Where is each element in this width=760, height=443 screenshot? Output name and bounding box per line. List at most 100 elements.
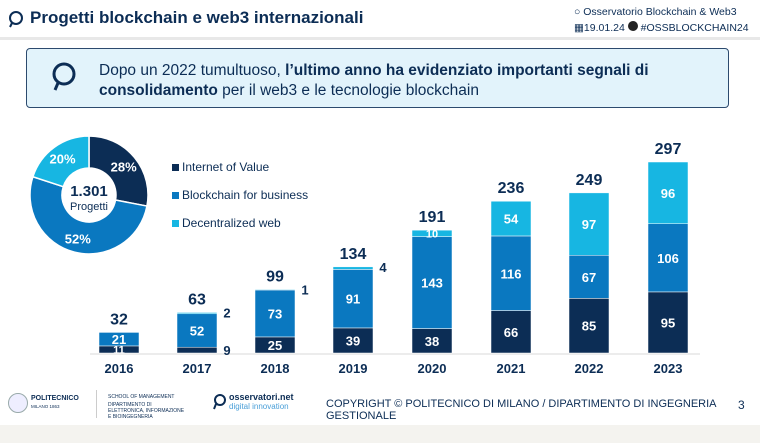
donut-slice-label: 52% xyxy=(65,232,91,247)
bar-value-label: 106 xyxy=(657,251,679,266)
bar-total-label: 99 xyxy=(266,268,284,285)
bar-value-label: 54 xyxy=(504,212,519,227)
bar-value-label: 1 xyxy=(301,282,308,297)
hashtag: #OSSBLOCKCHAIN24 xyxy=(640,22,749,34)
key-message-banner: Dopo un 2022 tumultuoso, l’ultimo anno h… xyxy=(26,48,729,108)
bar-segment xyxy=(647,161,689,224)
bar-value-label: 91 xyxy=(346,292,360,307)
bar-segment xyxy=(411,328,453,354)
bar-value-label: 67 xyxy=(582,270,596,285)
bar-value-label: 95 xyxy=(661,315,675,330)
bar-total-label: 297 xyxy=(655,141,682,158)
bar-segment xyxy=(176,346,218,354)
bar-total-label: 236 xyxy=(498,180,525,197)
legend-label: Blockchain for business xyxy=(182,188,309,202)
bar-value-label: 2 xyxy=(223,305,230,320)
bar-segment xyxy=(647,291,689,354)
bar-segment xyxy=(254,289,296,291)
bar-segment xyxy=(176,312,218,315)
legend-label: Decentralized web xyxy=(182,216,281,230)
x-logo-icon xyxy=(627,21,638,31)
donut-slice xyxy=(29,175,148,255)
bar-value-label: 52 xyxy=(190,323,204,338)
calendar-icon: ▦ xyxy=(574,22,584,34)
x-tick-label: 2019 xyxy=(339,361,368,376)
bar-segment xyxy=(568,298,610,354)
footer: POLITECNICO MILANO 1863 SCHOOL OF MANAGE… xyxy=(0,380,760,425)
legend-internet-of-value: Internet of Value xyxy=(172,160,269,174)
banner-text-2: per il web3 e le tecnologie blockchain xyxy=(217,82,479,99)
bar-value-label: 21 xyxy=(112,332,126,347)
legend-swatch xyxy=(172,192,179,199)
bar-total-label: 32 xyxy=(110,311,128,328)
politecnico-seal-logo xyxy=(8,393,28,413)
x-tick-label: 2023 xyxy=(654,361,683,376)
bar-value-label: 73 xyxy=(268,306,282,321)
bar-segment xyxy=(568,192,610,256)
banner-text-bold: l’ultimo anno ha evidenziato importanti … xyxy=(99,62,649,99)
bar-value-label: 66 xyxy=(504,325,518,340)
bar-segment xyxy=(411,229,453,237)
bar-segment xyxy=(411,236,453,329)
page-number: 3 xyxy=(738,398,745,412)
header: Progetti blockchain e web3 internazional… xyxy=(0,0,760,40)
bar-value-label: 39 xyxy=(346,333,360,348)
x-tick-label: 2017 xyxy=(183,361,212,376)
digital-innovation: digital innovation xyxy=(229,402,289,411)
bar-value-label: 38 xyxy=(425,334,439,349)
bar-segment xyxy=(332,269,374,329)
legend-swatch xyxy=(172,164,179,171)
banner-text-1: Dopo un 2022 tumultuoso, xyxy=(99,62,286,79)
bar-segment xyxy=(647,223,689,293)
x-tick-label: 2022 xyxy=(575,361,604,376)
legend-label: Internet of Value xyxy=(182,160,270,174)
legend-blockchain-for-business: Blockchain for business xyxy=(172,188,308,202)
school-name: SCHOOL OF MANAGEMENT xyxy=(108,394,175,400)
copyright: COPYRIGHT © POLITECNICO DI MILANO / DIPA… xyxy=(326,398,716,422)
bar-total-label: 249 xyxy=(576,172,603,189)
x-tick-label: 2021 xyxy=(497,361,526,376)
politecnico-name: POLITECNICO xyxy=(31,395,79,402)
bar-value-label: 116 xyxy=(501,266,522,281)
donut-center-label: Progetti xyxy=(70,201,108,213)
bar-segment xyxy=(490,200,532,237)
legend-decentralized-web: Decentralized web xyxy=(172,216,281,230)
bar-value-label: 10 xyxy=(426,228,438,240)
donut-slice xyxy=(88,135,149,207)
donut-slice-label: 20% xyxy=(50,152,76,167)
donut-center-value: 1.301 xyxy=(70,183,108,200)
header-meta: ○ Osservatorio Blockchain & Web3 ▦19.01.… xyxy=(574,4,752,36)
donut-slice-label: 28% xyxy=(111,159,137,174)
bar-segment xyxy=(490,235,532,311)
x-tick-label: 2018 xyxy=(261,361,290,376)
bar-segment xyxy=(332,327,374,354)
osservatori-icon: ○ xyxy=(574,6,584,18)
donut-slice xyxy=(31,135,90,188)
bar-value-label: 9 xyxy=(223,343,230,358)
x-tick-label: 2016 xyxy=(105,361,134,376)
bar-segment xyxy=(98,332,140,347)
bar-total-label: 134 xyxy=(340,246,367,263)
bar-value-label: 96 xyxy=(661,186,675,201)
bottom-strip xyxy=(0,425,760,443)
department-name: DIPARTIMENTO DI ELETTRONICA, INFORMAZION… xyxy=(108,402,185,420)
x-tick-label: 2020 xyxy=(418,361,447,376)
page-title: Progetti blockchain e web3 internazional… xyxy=(30,8,364,27)
osservatori-logo-icon xyxy=(52,62,76,91)
osservatori-logo-icon xyxy=(213,394,226,410)
observatory-name: Osservatorio Blockchain & Web3 xyxy=(583,6,737,18)
legend-swatch xyxy=(172,220,179,227)
bar-value-label: 11 xyxy=(113,344,125,356)
bar-total-label: 63 xyxy=(188,291,206,308)
osservatori-brand: osservatori.net xyxy=(229,392,294,402)
banner-text: Dopo un 2022 tumultuoso, l’ultimo anno h… xyxy=(99,61,719,101)
bar-value-label: 97 xyxy=(582,217,596,232)
bar-segment xyxy=(568,254,610,299)
bar-value-label: 4 xyxy=(379,260,387,275)
bar-value-label: 143 xyxy=(421,276,443,291)
bar-segment xyxy=(332,266,374,270)
bar-total-label: 191 xyxy=(419,209,446,226)
bar-value-label: 25 xyxy=(268,338,282,353)
